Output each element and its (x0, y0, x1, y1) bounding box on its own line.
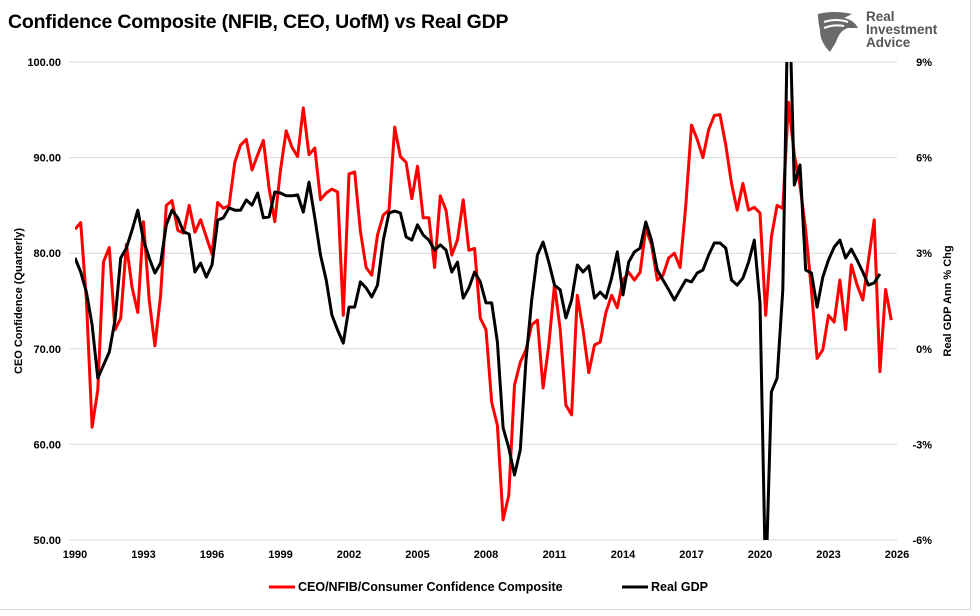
left-axis-ticks: 100.00 90.00 80.00 70.00 60.00 50.00 (27, 57, 61, 547)
chart-title: Confidence Composite (NFIB, CEO, UofM) v… (8, 11, 509, 33)
gridlines (69, 61, 897, 541)
y-tick-label: 80.00 (33, 248, 61, 260)
x-axis-ticks: 1990 1993 1996 1999 2002 2005 2008 2011 2014 2017… (63, 549, 909, 561)
x-tick-label: 2005 (405, 549, 429, 561)
x-tick-label: 1993 (131, 549, 155, 561)
logo: Real Investment Advice (814, 8, 964, 54)
y2-tick-label: 9% (916, 57, 932, 69)
left-axis-label: CEO Confidence (Quarterly) (13, 228, 25, 374)
x-tick-label: 2023 (816, 549, 840, 561)
legend-label-confidence: CEO/NFIB/Consumer Confidence Composite (298, 580, 563, 594)
y2-tick-label: 0% (916, 344, 932, 356)
series-line-confidence (75, 100, 893, 522)
x-tick-label: 2008 (474, 549, 498, 561)
x-tick-label: 2017 (679, 549, 703, 561)
y-tick-label: 50.00 (33, 535, 61, 547)
legend: CEO/NFIB/Consumer Confidence Composite R… (269, 580, 708, 594)
y-tick-label: 90.00 (33, 153, 61, 165)
y-tick-label: 60.00 (33, 439, 61, 451)
logo-text: Real Investment Advice (866, 9, 938, 50)
y2-tick-label: -3% (912, 439, 932, 451)
x-tick-label: 2020 (748, 549, 772, 561)
eagle-logo-icon (818, 12, 858, 52)
y-tick-label: 70.00 (33, 344, 61, 356)
logo-line: Real (866, 9, 895, 24)
x-tick-label: 1996 (200, 549, 224, 561)
x-tick-label: 2026 (885, 549, 909, 561)
series-line-gdp (75, 62, 882, 540)
x-tick-label: 2002 (337, 549, 361, 561)
y-tick-label: 100.00 (27, 57, 61, 69)
y2-tick-label: 6% (916, 153, 932, 165)
x-tick-label: 2011 (543, 549, 567, 561)
x-tick-label: 2014 (611, 549, 636, 561)
y2-tick-label: -6% (912, 535, 932, 547)
right-axis-label: Real GDP Ann % Chg (942, 245, 954, 356)
x-tick-label: 1999 (268, 549, 292, 561)
right-axis-ticks: 9% 6% 3% 0% -3% -6% (912, 57, 932, 547)
logo-line: Advice (866, 35, 911, 50)
x-tick-label: 1990 (63, 549, 87, 561)
logo-line: Investment (866, 22, 938, 37)
legend-label-gdp: Real GDP (651, 580, 708, 594)
y2-tick-label: 3% (916, 248, 932, 260)
